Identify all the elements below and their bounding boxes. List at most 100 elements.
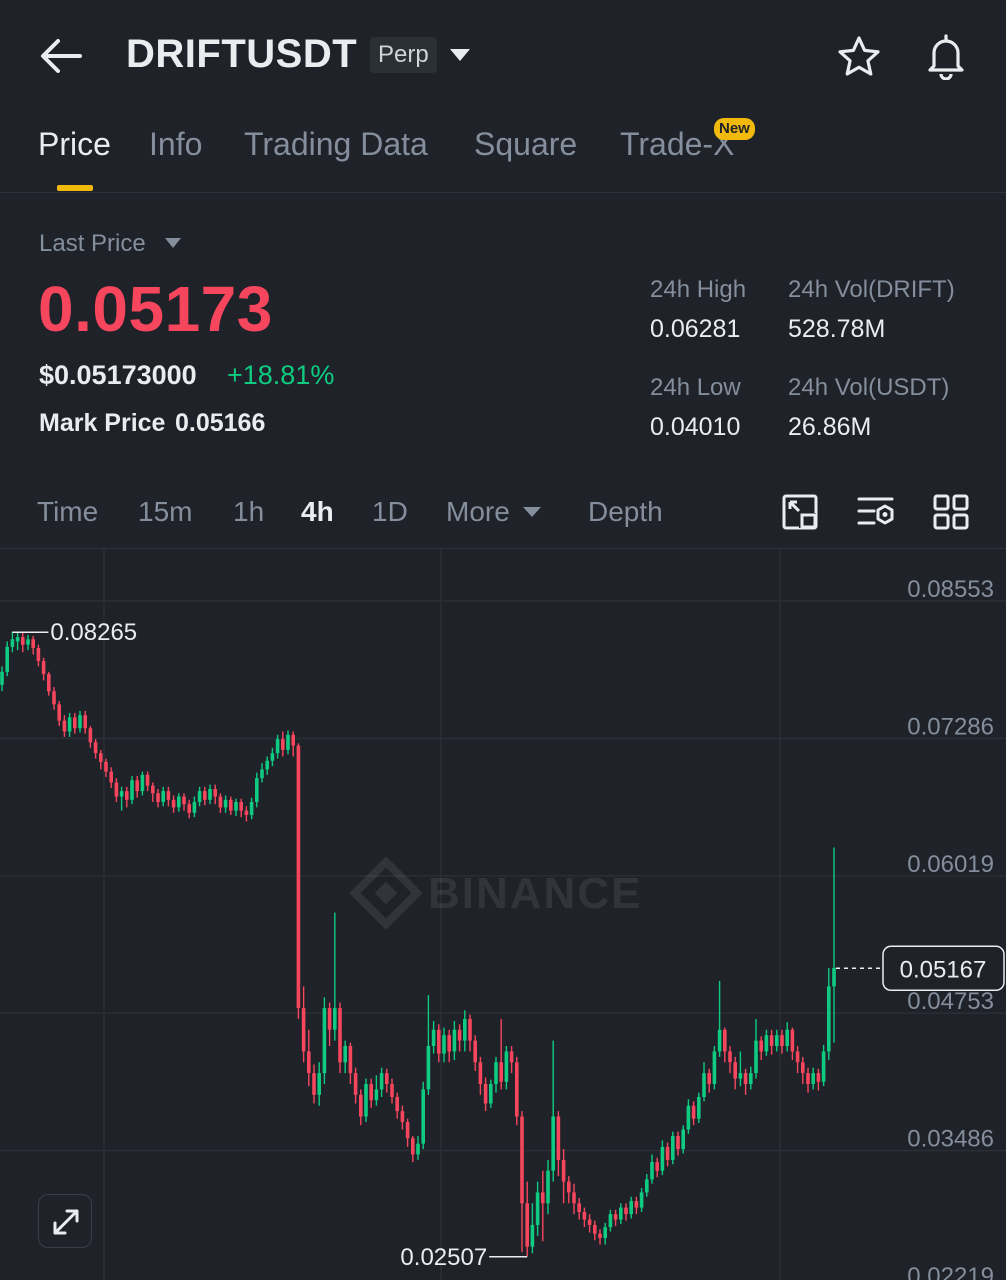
back-arrow-icon[interactable] bbox=[38, 34, 84, 78]
last-price-value: 0.05173 bbox=[38, 273, 273, 345]
candle bbox=[483, 1077, 488, 1112]
candle bbox=[333, 912, 337, 1041]
tab-square[interactable]: Square bbox=[474, 126, 578, 162]
timeframe-15m[interactable]: 15m bbox=[138, 496, 193, 527]
candle bbox=[119, 786, 124, 811]
tab-info[interactable]: Info bbox=[149, 126, 203, 162]
candle bbox=[379, 1067, 384, 1097]
candle bbox=[31, 636, 35, 655]
timeframe-more[interactable]: More bbox=[446, 496, 510, 527]
candle bbox=[187, 799, 191, 819]
candle bbox=[93, 739, 98, 759]
candle bbox=[738, 1051, 743, 1087]
candles-layer bbox=[0, 631, 836, 1257]
candle bbox=[608, 1209, 613, 1232]
symbol-dropdown-caret-icon[interactable] bbox=[448, 46, 472, 64]
layout-grid-icon[interactable] bbox=[932, 493, 970, 531]
usd-price: $0.05173000 bbox=[39, 360, 197, 390]
candle bbox=[520, 1111, 524, 1253]
candle bbox=[728, 1046, 732, 1074]
candle bbox=[338, 1002, 342, 1074]
candle bbox=[192, 796, 197, 818]
candle bbox=[639, 1188, 644, 1212]
more-caret-icon[interactable] bbox=[522, 505, 542, 519]
candle bbox=[322, 997, 327, 1084]
candle bbox=[452, 1021, 457, 1061]
vol-quote-label: 24h Vol(USDT) bbox=[788, 374, 950, 401]
candle bbox=[364, 1078, 368, 1122]
candle bbox=[73, 713, 77, 734]
candle bbox=[567, 1176, 571, 1204]
high-24h-value: 0.06281 bbox=[650, 315, 741, 343]
candle bbox=[509, 1046, 514, 1074]
timeframe-1h[interactable]: 1h bbox=[233, 496, 265, 527]
chart-settings-icon[interactable] bbox=[781, 493, 819, 531]
current-price-tag-label: 0.05167 bbox=[900, 956, 987, 983]
candle bbox=[515, 1056, 519, 1126]
mark-price-label: Mark Price bbox=[39, 409, 166, 437]
new-badge: New bbox=[714, 118, 755, 140]
candle bbox=[619, 1203, 623, 1224]
candle bbox=[197, 786, 202, 807]
candle bbox=[411, 1136, 415, 1163]
price-chart[interactable]: BINANCE 0.08553 0.07286 0.06019 0.04753 0.03… bbox=[0, 549, 1006, 1280]
candle bbox=[655, 1157, 659, 1178]
candle bbox=[769, 1029, 774, 1055]
candle bbox=[431, 1021, 436, 1054]
last-price-label[interactable]: Last Price bbox=[39, 230, 146, 257]
notification-bell-icon[interactable] bbox=[922, 32, 970, 80]
candle bbox=[541, 1170, 545, 1242]
candle bbox=[525, 1181, 529, 1257]
candle bbox=[218, 793, 223, 813]
candle bbox=[156, 788, 160, 808]
candle bbox=[457, 1024, 462, 1052]
candle bbox=[629, 1196, 633, 1219]
timeframe-4h[interactable]: 4h bbox=[301, 496, 334, 527]
candle bbox=[99, 749, 103, 770]
candle bbox=[416, 1136, 420, 1160]
candle bbox=[229, 796, 233, 815]
candle bbox=[681, 1125, 685, 1154]
symbol-title[interactable]: DRIFTUSDT bbox=[126, 32, 358, 76]
y-tick-label: 0.07286 bbox=[907, 713, 994, 740]
candle bbox=[494, 1056, 498, 1093]
tab-trading-data[interactable]: Trading Data bbox=[244, 126, 428, 162]
candle bbox=[691, 1101, 696, 1126]
candle bbox=[213, 784, 217, 805]
timeframe-1d[interactable]: 1D bbox=[372, 496, 408, 527]
candle bbox=[395, 1092, 399, 1119]
high-marker-label: 0.08265 bbox=[50, 619, 137, 646]
fullscreen-expand-button[interactable] bbox=[38, 1194, 92, 1248]
candle bbox=[281, 731, 285, 757]
candle bbox=[634, 1196, 639, 1215]
candle bbox=[686, 1099, 691, 1134]
candle bbox=[182, 793, 186, 811]
candle bbox=[385, 1068, 389, 1093]
candle bbox=[556, 1111, 561, 1177]
candle bbox=[307, 1029, 311, 1087]
candle bbox=[551, 1040, 555, 1182]
candle bbox=[88, 726, 93, 748]
candle bbox=[26, 634, 30, 651]
depth-tab[interactable]: Depth bbox=[588, 496, 663, 527]
indicator-settings-icon[interactable] bbox=[856, 493, 896, 531]
favorite-star-icon[interactable] bbox=[836, 34, 882, 80]
candle bbox=[660, 1140, 665, 1176]
candle bbox=[504, 1046, 509, 1090]
candle bbox=[359, 1089, 363, 1126]
last-price-caret-icon[interactable] bbox=[164, 236, 182, 250]
candle bbox=[723, 1027, 727, 1063]
tab-price[interactable]: Price bbox=[38, 126, 111, 162]
candle bbox=[582, 1207, 587, 1228]
candle bbox=[827, 967, 831, 1061]
candle bbox=[52, 687, 56, 710]
candle bbox=[790, 1027, 795, 1061]
timeframe-time[interactable]: Time bbox=[37, 496, 99, 527]
candle bbox=[260, 762, 264, 783]
candle bbox=[478, 1056, 483, 1095]
candle bbox=[161, 786, 165, 807]
candle bbox=[327, 1002, 332, 1047]
candle bbox=[624, 1203, 628, 1221]
candle bbox=[754, 1018, 758, 1079]
candle bbox=[203, 786, 207, 806]
